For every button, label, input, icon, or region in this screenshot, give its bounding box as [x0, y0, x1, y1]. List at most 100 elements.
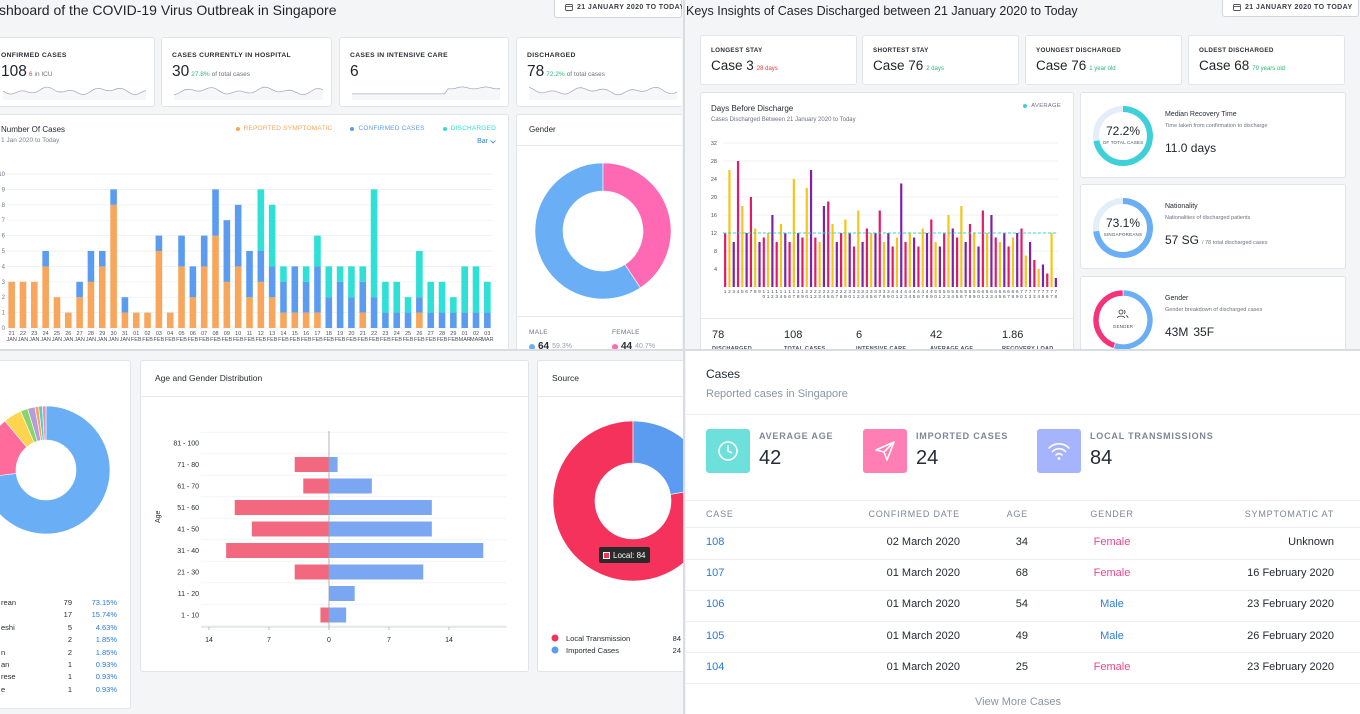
chart-subtitle: 1 Jan 2020 to Today — [1, 137, 60, 144]
stat-row: 108 6 in ICU — [1, 63, 53, 81]
bar-segment — [268, 266, 276, 298]
bar — [913, 237, 916, 287]
x-tick-label: 15 FEB — [289, 331, 301, 343]
bar-segment — [302, 281, 310, 313]
x-tick-label: 18 — [796, 290, 800, 300]
bar — [320, 607, 329, 623]
card-title: Median Recovery Time — [1165, 111, 1237, 118]
bar — [771, 215, 774, 287]
stat-label: LOCAL TRANSMISSIONS — [1090, 431, 1214, 441]
bar-segment — [76, 297, 83, 328]
chart-card: Age and Gender Distribution Age 1 - 10 11 -… — [140, 360, 529, 672]
legend-label: FEMALE — [612, 329, 640, 336]
x-tick-label: 07 FEB — [198, 331, 210, 343]
bar-segment — [8, 281, 15, 328]
x-tick-label: 45 — [912, 290, 916, 300]
bar — [831, 224, 834, 287]
x-tick-label: 53 — [947, 290, 950, 300]
ring-caption: OF TOTAL CASES — [1102, 140, 1144, 145]
x-tick-label: 12 — [771, 290, 774, 300]
bar — [226, 543, 329, 558]
stat-note: 1 year old — [1089, 66, 1116, 72]
row-count: 17 — [63, 610, 72, 620]
x-tick-label: 3 — [732, 290, 736, 295]
summary-label: TOTAL CASES — [784, 346, 826, 349]
case-link[interactable]: 108 — [706, 536, 725, 548]
bar-segment — [98, 266, 106, 328]
bar — [294, 564, 329, 580]
column-header: AGE — [1006, 509, 1028, 519]
bar — [977, 246, 980, 287]
bar-segment — [461, 266, 468, 313]
bar — [822, 206, 826, 287]
bar — [840, 233, 843, 287]
donut-slice — [0, 405, 111, 535]
bar-segment — [325, 297, 333, 328]
divider — [686, 527, 1360, 528]
bar — [930, 219, 933, 287]
chart-toggle[interactable]: Bar — [477, 138, 496, 145]
bar-segment — [404, 297, 412, 313]
x-tick-label: 03 MAR — [481, 331, 494, 343]
x-tick-label: 01 MAR — [458, 331, 471, 343]
bar — [251, 521, 329, 537]
y-tick-label: 4 — [2, 264, 6, 270]
y-tick-label: 21 - 30 — [177, 570, 199, 577]
bar-segment — [178, 266, 185, 328]
x-tick-label: 76 — [1045, 290, 1049, 300]
table-cell: 54 — [1015, 598, 1028, 611]
x-tick-label: 21 — [809, 290, 813, 300]
chart-canvas — [718, 441, 738, 461]
bar-segment — [450, 312, 457, 328]
view-more[interactable]: View More Cases — [975, 696, 1061, 708]
bar-segment — [200, 235, 208, 267]
bar-segment — [178, 235, 185, 267]
legend-swatch — [551, 634, 559, 642]
legend-label: AVERAGE — [1031, 103, 1061, 109]
bar — [895, 237, 899, 287]
bar-segment — [246, 251, 253, 298]
x-tick-label: 20 FEB — [346, 331, 357, 343]
bar-segment — [64, 312, 72, 328]
bar-segment — [110, 204, 117, 328]
bar — [814, 237, 817, 287]
chart-canvas — [1093, 198, 1153, 258]
bar-segment — [370, 297, 378, 328]
bar-segment — [53, 297, 61, 328]
page-title: Keys Insights of Cases Discharged betwee… — [686, 4, 1078, 18]
case-link[interactable]: 107 — [706, 567, 725, 580]
bar-segment — [291, 266, 299, 313]
row-percent: 1.85% — [95, 635, 117, 645]
case-link[interactable]: 106 — [706, 598, 725, 611]
bar-segment — [404, 312, 412, 328]
x-tick-label: 28 FEB — [436, 331, 448, 343]
x-tick-label: 24 — [822, 290, 826, 300]
bar — [861, 242, 864, 287]
legend-swatch — [235, 126, 240, 131]
donut-slice — [552, 420, 685, 582]
x-tick-label: 59 — [972, 290, 976, 300]
row-name: e — [1, 684, 6, 694]
row-percent: 15.74% — [91, 610, 117, 620]
tooltip: Local: 84 — [599, 547, 651, 563]
x-tick-label: 64 — [994, 290, 998, 300]
case-link[interactable]: 105 — [706, 629, 725, 642]
bar-segment — [212, 235, 219, 328]
x-tick-label: 65 — [998, 290, 1002, 300]
bar — [749, 197, 753, 287]
chart-canvas — [173, 86, 324, 100]
x-tick-label: 27 — [835, 290, 839, 300]
x-tick-label: 16 FEB — [300, 331, 312, 343]
table-cell: Male — [1100, 598, 1124, 611]
column-header: SYMPTOMATIC AT — [1244, 509, 1334, 519]
bar — [1041, 264, 1045, 287]
case-link[interactable]: 104 — [706, 660, 725, 673]
chart-title: Age and Gender Distribution — [155, 373, 263, 383]
y-tick-label: 31 - 40 — [177, 548, 199, 555]
x-tick-label: 78 — [1054, 290, 1058, 300]
x-tick-label: 51 — [938, 290, 942, 300]
ring-label: 73.1% — [1105, 216, 1141, 230]
legend: AVERAGE — [1023, 103, 1061, 109]
x-tick-label: 66 — [1002, 290, 1006, 300]
toggle-label: Bar — [477, 138, 488, 145]
